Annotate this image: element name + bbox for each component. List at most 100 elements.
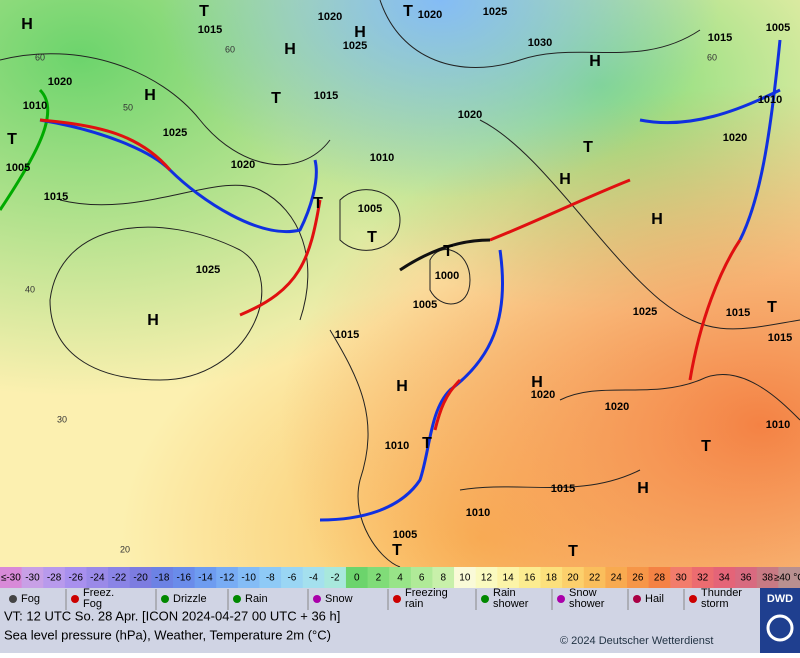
logo: DWD <box>767 593 793 605</box>
pressure-center: H <box>637 480 649 497</box>
scale-cell <box>627 567 650 588</box>
legend-label: Snow <box>325 593 353 605</box>
isotherm-label: 20 <box>120 544 130 554</box>
pressure-label: 1020 <box>231 159 255 171</box>
legend-label: Fog <box>83 598 102 610</box>
scale-label: 8 <box>440 573 446 584</box>
pressure-label: 1015 <box>198 24 222 36</box>
pressure-label: 1025 <box>343 40 367 52</box>
scale-label: 2 <box>376 573 382 584</box>
fronts <box>0 39 782 522</box>
isotherm-label: 60 <box>35 52 45 62</box>
pressure-label: 1020 <box>318 11 342 23</box>
scale-label: 4 <box>397 573 403 584</box>
pressure-label: 1015 <box>708 32 732 44</box>
legend-label: Hail <box>645 593 664 605</box>
scale-cell <box>281 567 304 588</box>
scale-label: -30 <box>25 573 40 584</box>
scale-cell <box>302 567 325 588</box>
pressure-center: T <box>199 3 209 20</box>
legend-label: Thunder <box>701 587 742 599</box>
legend-icon <box>9 595 17 603</box>
pressure-label: 1020 <box>531 389 555 401</box>
scale-label: 0 <box>354 573 360 584</box>
isotherm-label: 40 <box>25 284 35 294</box>
temperature-field <box>0 0 800 567</box>
scale-label: 30 <box>676 573 688 584</box>
scale-cell <box>518 567 542 588</box>
pressure-label: 1010 <box>23 100 47 112</box>
scale-cell <box>324 567 347 588</box>
pressure-label: 1010 <box>758 94 782 106</box>
scale-cell <box>367 567 390 588</box>
scale-label: -2 <box>331 573 340 584</box>
pressure-label: 1005 <box>393 529 417 541</box>
legend-icon <box>689 595 697 603</box>
pressure-label: 1015 <box>768 332 792 344</box>
legend-label: shower <box>569 598 605 610</box>
pressure-center: T <box>767 299 777 316</box>
scale-cell <box>497 567 520 588</box>
scale-cell <box>0 567 23 588</box>
scale-label: 28 <box>654 573 666 584</box>
legend-icon <box>313 595 321 603</box>
pressure-center: T <box>367 229 377 246</box>
scale-label: 26 <box>632 573 644 584</box>
pressure-center: T <box>7 131 17 148</box>
scale-cell <box>540 567 563 588</box>
legend-icon <box>633 595 641 603</box>
legend-label: shower <box>493 598 529 610</box>
legend-icon <box>71 595 79 603</box>
pressure-label: 1015 <box>726 307 750 319</box>
pressure-label: 1015 <box>314 90 338 102</box>
scale-cell <box>735 567 758 588</box>
scale-cell <box>756 567 779 588</box>
scale-cell <box>108 567 131 588</box>
valid-time: VT: 12 UTC So. 28 Apr. [ICON 2024-04-27 … <box>4 608 340 623</box>
scale-cell <box>151 567 174 588</box>
scale-label: -12 <box>220 573 235 584</box>
legend-label: Rain <box>493 587 516 599</box>
logo-box <box>760 588 800 653</box>
scale-label: -8 <box>266 573 275 584</box>
pressure-center: H <box>144 87 156 104</box>
scale-label: 16 <box>524 573 536 584</box>
isotherm-label: 50 <box>123 102 133 112</box>
pressure-label: 1000 <box>435 270 459 282</box>
pressure-label: 1005 <box>766 22 790 34</box>
scale-cell <box>562 567 585 588</box>
scale-cell <box>389 567 412 588</box>
scale-label: 10 <box>459 573 471 584</box>
pressure-label: 1010 <box>385 440 409 452</box>
pressure-center: T <box>568 543 578 560</box>
legend-icon <box>161 595 169 603</box>
pressure-label: 1020 <box>723 132 747 144</box>
scale-cell <box>432 567 455 588</box>
scale-label: -4 <box>309 573 318 584</box>
scale-label: ≤-30 <box>1 573 21 584</box>
scale-cell <box>454 567 477 588</box>
pressure-label: 1005 <box>358 203 382 215</box>
pressure-center: H <box>559 171 571 188</box>
scale-label: 12 <box>481 573 493 584</box>
scale-cell <box>345 567 369 588</box>
scale-label: 32 <box>697 573 709 584</box>
pressure-center: H <box>589 53 601 70</box>
scale-cell <box>605 567 628 588</box>
legend-icon <box>233 595 241 603</box>
pressure-label: 1020 <box>605 401 629 413</box>
scale-label: 38 <box>762 573 774 584</box>
scale-cell <box>691 567 715 588</box>
scale-cell <box>648 567 671 588</box>
pressure-center: T <box>701 438 711 455</box>
scale-label: -10 <box>241 573 256 584</box>
scale-label: 24 <box>611 573 623 584</box>
scale-label: 14 <box>503 573 515 584</box>
pressure-label: 1025 <box>196 264 220 276</box>
pressure-center: H <box>21 16 33 33</box>
pressure-label: 1010 <box>466 507 490 519</box>
pressure-label: 1020 <box>418 9 442 21</box>
scale-cell <box>410 567 433 588</box>
scale-label: 22 <box>589 573 601 584</box>
scale-cell <box>713 567 736 588</box>
